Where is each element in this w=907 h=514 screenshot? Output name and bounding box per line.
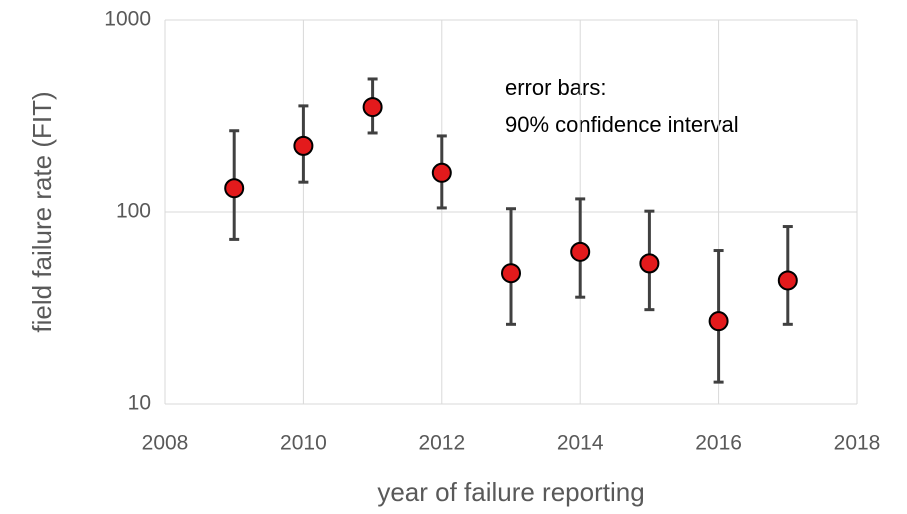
point	[777, 270, 798, 291]
y-tick-label: 100	[116, 200, 151, 223]
annotation: 90% confidence interval	[505, 112, 739, 137]
x-tick-label: 2008	[142, 432, 189, 455]
y-tick-label: 10	[128, 392, 151, 415]
x-tick-label: 2014	[557, 432, 604, 455]
point	[431, 162, 452, 183]
point	[501, 263, 521, 284]
point	[362, 97, 383, 118]
y-axis-label: field failure rate (FIT)	[27, 91, 57, 332]
annotation-box	[485, 60, 820, 152]
point	[639, 253, 660, 274]
x-tick-label: 2012	[418, 432, 465, 455]
annotation: error bars:	[505, 75, 606, 100]
point	[708, 311, 729, 332]
point	[570, 241, 591, 262]
x-axis-label: year of failure reporting	[377, 477, 644, 507]
y-tick-label: 1000	[104, 8, 151, 31]
point	[224, 178, 245, 199]
x-tick-label: 2016	[695, 432, 742, 455]
x-tick-label: 2010	[280, 432, 327, 455]
point	[293, 135, 314, 156]
x-tick-label: 2018	[834, 432, 881, 455]
